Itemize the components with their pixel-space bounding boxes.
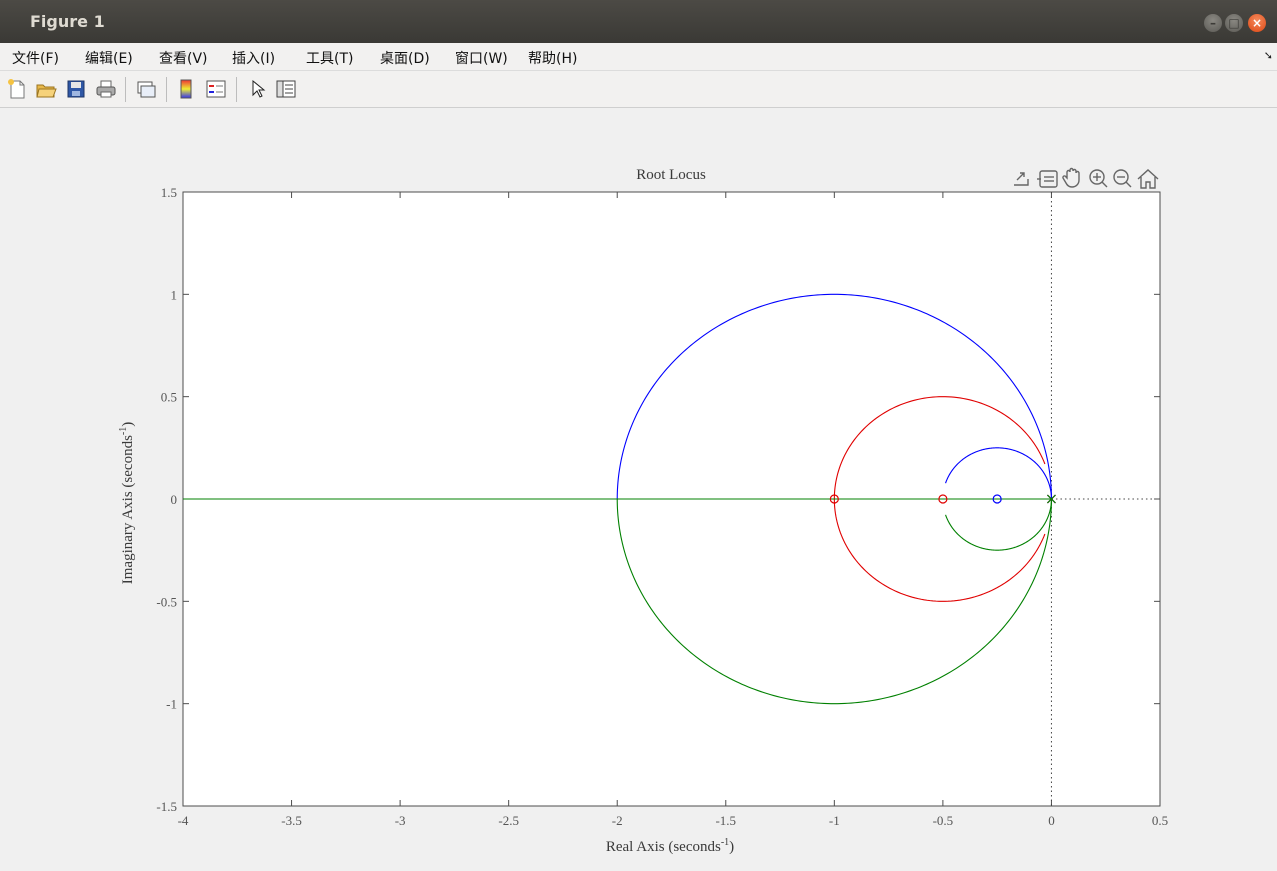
y-axis-label-main: Imaginary Axis (seconds bbox=[120, 435, 136, 584]
figure-canvas[interactable]: -4 -3.5 -3 -2.5 -2 -1.5 -1 -0.5 0 0.5 -1.5 -1 -0.5 0… bbox=[2, 108, 1275, 869]
zero-marker bbox=[829, 494, 839, 504]
zoom-in-icon[interactable] bbox=[1089, 169, 1108, 188]
menu-overflow-icon[interactable]: ➘ bbox=[1263, 49, 1273, 62]
pointer-icon[interactable] bbox=[246, 78, 268, 100]
menu-window[interactable]: 窗口(W) bbox=[455, 51, 508, 67]
locus-branch-green bbox=[945, 499, 1052, 551]
y-tick-label: -1 bbox=[166, 697, 177, 712]
menu-bar: 文件(F) 编辑(E) 查看(V) 插入(I) 工具(T) 桌面(D) 窗口(W… bbox=[0, 43, 1277, 71]
y-tick-label: 1.5 bbox=[161, 185, 177, 200]
x-tick-label: -2 bbox=[612, 813, 623, 828]
colorbar-icon[interactable] bbox=[175, 78, 197, 100]
property-editor-icon[interactable] bbox=[275, 78, 297, 100]
menu-help[interactable]: 帮助(H) bbox=[528, 51, 578, 67]
y-axis-label: Imaginary Axis (seconds-1) bbox=[118, 422, 136, 584]
menu-edit[interactable]: 编辑(E) bbox=[85, 51, 133, 67]
y-tick-label: -1.5 bbox=[156, 799, 177, 814]
x-axis-label-main: Real Axis (seconds bbox=[606, 839, 721, 855]
y-tick-label: 1 bbox=[171, 287, 178, 302]
x-tick-label: -0.5 bbox=[933, 813, 954, 828]
locus-branch-blue bbox=[945, 447, 1052, 499]
y-axis-label-sup: -1 bbox=[118, 427, 129, 435]
y-tick-labels: -1.5 -1 -0.5 0 0.5 1 1.5 bbox=[156, 185, 177, 814]
x-tick-label: 0 bbox=[1048, 813, 1055, 828]
y-axis-label-end: ) bbox=[120, 422, 136, 427]
window-titlebar[interactable]: Figure 1 – □ × bbox=[0, 0, 1277, 43]
home-icon[interactable] bbox=[1137, 169, 1159, 189]
new-figure-icon[interactable] bbox=[6, 78, 28, 100]
open-file-icon[interactable] bbox=[35, 78, 57, 100]
minimize-icon[interactable]: – bbox=[1204, 14, 1222, 32]
x-tick-label: -2.5 bbox=[498, 813, 519, 828]
zoom-out-icon[interactable] bbox=[1113, 169, 1132, 188]
x-tick-labels: -4 -3.5 -3 -2.5 -2 -1.5 -1 -0.5 0 0.5 bbox=[178, 813, 1169, 828]
x-tick-label: -4 bbox=[178, 813, 189, 828]
menu-view[interactable]: 查看(V) bbox=[159, 51, 208, 67]
root-locus-plot[interactable]: -4 -3.5 -3 -2.5 -2 -1.5 -1 -0.5 0 0.5 -1.5 -1 -0.5 0… bbox=[2, 108, 1275, 869]
menu-file[interactable]: 文件(F) bbox=[12, 51, 59, 67]
x-axis-label: Real Axis (seconds-1) bbox=[606, 837, 734, 855]
pole-zero-markers bbox=[829, 494, 1056, 504]
link-icon[interactable] bbox=[135, 78, 157, 100]
menu-tools[interactable]: 工具(T) bbox=[306, 51, 354, 67]
legend-icon[interactable] bbox=[205, 78, 227, 100]
menu-desktop[interactable]: 桌面(D) bbox=[380, 51, 430, 67]
y-tick-label: 0 bbox=[171, 492, 178, 507]
menu-insert[interactable]: 插入(I) bbox=[232, 51, 276, 67]
chart-title: Root Locus bbox=[636, 167, 706, 183]
export-icon[interactable] bbox=[1014, 172, 1029, 186]
window-title: Figure 1 bbox=[30, 12, 105, 31]
zero-marker bbox=[992, 494, 1002, 504]
locus-branch-green bbox=[616, 498, 1052, 705]
locus-series bbox=[183, 293, 1052, 705]
toolbar bbox=[0, 71, 1277, 108]
save-icon[interactable] bbox=[65, 78, 87, 100]
y-tick-label: 0.5 bbox=[161, 390, 177, 405]
x-axis-label-end: ) bbox=[729, 839, 734, 855]
x-axis-label-sup: -1 bbox=[721, 837, 729, 848]
x-tick-label: -1.5 bbox=[715, 813, 736, 828]
zero-marker bbox=[938, 494, 948, 504]
pole-marker bbox=[1047, 494, 1056, 504]
locus-branch-blue bbox=[616, 293, 1052, 500]
pan-icon[interactable] bbox=[1062, 167, 1080, 188]
x-tick-label: -3 bbox=[395, 813, 406, 828]
x-tick-label: -3.5 bbox=[281, 813, 302, 828]
brush-icon[interactable] bbox=[1037, 170, 1058, 188]
close-icon[interactable]: × bbox=[1248, 14, 1266, 32]
print-icon[interactable] bbox=[95, 78, 117, 100]
y-tick-label: -0.5 bbox=[156, 594, 177, 609]
maximize-icon[interactable]: □ bbox=[1225, 14, 1243, 32]
x-tick-label: 0.5 bbox=[1152, 813, 1168, 828]
axes-toolbar bbox=[1014, 167, 1159, 189]
x-tick-label: -1 bbox=[829, 813, 840, 828]
